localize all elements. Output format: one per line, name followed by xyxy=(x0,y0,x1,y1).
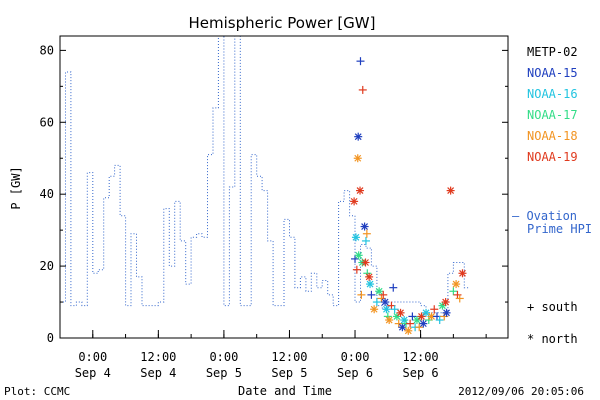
x-tick-time: 12:00 xyxy=(403,350,439,364)
point-noaa-15-north xyxy=(442,308,451,317)
point-noaa-16-north xyxy=(351,233,360,242)
point-noaa-19-north xyxy=(365,272,374,281)
point-noaa-18-north xyxy=(404,326,413,335)
point-noaa-19-north xyxy=(361,258,370,267)
point-noaa-19-south xyxy=(406,319,415,328)
point-noaa-15-north xyxy=(419,319,428,328)
footer-plot-label: Plot: CCMC xyxy=(4,385,70,398)
x-tick-time: 12:00 xyxy=(271,350,307,364)
point-noaa-19-south xyxy=(358,85,367,94)
footer-timestamp: 2012/09/06 20:05:06 xyxy=(458,385,584,398)
point-noaa-15-north xyxy=(360,222,369,231)
point-noaa-16-south xyxy=(390,305,399,314)
point-noaa-18-south xyxy=(455,294,464,303)
point-noaa-16-north xyxy=(422,308,431,317)
point-noaa-18-north xyxy=(353,154,362,163)
legend-north-label: * north xyxy=(527,332,578,346)
point-noaa-18-north xyxy=(385,316,394,325)
legend-item-noaa-17: NOAA-17 xyxy=(527,108,578,122)
point-noaa-19-north xyxy=(441,298,450,307)
x-tick-time: 0:00 xyxy=(209,350,238,364)
point-noaa-18-south xyxy=(357,290,366,299)
x-tick-date: Sep 5 xyxy=(271,366,307,380)
y-tick-label: 80 xyxy=(40,43,54,57)
point-noaa-16-south xyxy=(361,236,370,245)
point-noaa-17-north xyxy=(375,287,384,296)
x-tick-date: Sep 6 xyxy=(337,366,373,380)
legend-item-noaa-19: NOAA-19 xyxy=(527,150,578,164)
point-noaa-15-south xyxy=(367,290,376,299)
y-tick-label: 0 xyxy=(47,331,54,345)
point-noaa-19-south xyxy=(430,305,439,314)
legend-item-noaa-16: NOAA-16 xyxy=(527,87,578,101)
point-noaa-17-south xyxy=(363,269,372,278)
x-tick-time: 0:00 xyxy=(78,350,107,364)
x-axis-label: Date and Time xyxy=(238,384,332,398)
point-noaa-15-south xyxy=(389,283,398,292)
point-noaa-19-north xyxy=(356,186,365,195)
legend-satellites: METP-02 NOAA-15 NOAA-16 NOAA-17 NOAA-18 NOAA-… xyxy=(527,45,578,164)
x-tick-date: Sep 4 xyxy=(140,366,176,380)
point-noaa-19-north xyxy=(350,197,359,206)
point-noaa-16-north xyxy=(382,305,391,314)
legend-item-noaa-15: NOAA-15 xyxy=(527,66,578,80)
y-tick-label: 20 xyxy=(40,259,54,273)
y-tick-label: 60 xyxy=(40,115,54,129)
legend: METP-02 NOAA-15 NOAA-16 NOAA-17 NOAA-18 NOAA-… xyxy=(512,45,592,346)
legend-ovation-label-line2: Prime HPI xyxy=(527,222,592,236)
point-noaa-15-north xyxy=(381,298,390,307)
point-noaa-19-south xyxy=(379,290,388,299)
point-noaa-19-north xyxy=(417,312,426,321)
y-axis-ticks: 0 20 40 60 80 xyxy=(40,43,508,345)
plot-area xyxy=(59,35,509,339)
plot-frame xyxy=(59,35,509,339)
point-noaa-19-north xyxy=(396,308,405,317)
point-noaa-15-north xyxy=(398,323,407,332)
x-tick-date: Sep 5 xyxy=(206,366,242,380)
x-tick-date: Sep 4 xyxy=(75,366,111,380)
ovation-series xyxy=(60,35,470,314)
point-noaa-18-south xyxy=(377,294,386,303)
point-noaa-16-south xyxy=(435,316,444,325)
point-noaa-17-north xyxy=(392,312,401,321)
point-noaa-19-north xyxy=(458,269,467,278)
point-noaa-17-north xyxy=(412,316,421,325)
point-noaa-15-south xyxy=(356,57,365,66)
legend-item-metp-02: METP-02 xyxy=(527,45,578,59)
point-noaa-16-south xyxy=(372,298,381,307)
y-axis-label: P [GW] xyxy=(9,166,23,209)
x-tick-time: 0:00 xyxy=(341,350,370,364)
point-noaa-18-north xyxy=(370,305,379,314)
legend-south-label: + south xyxy=(527,300,578,314)
x-tick-date: Sep 6 xyxy=(403,366,439,380)
legend-ovation-label-line1: — Ovation xyxy=(512,209,577,223)
point-noaa-17-south xyxy=(449,287,458,296)
point-noaa-19-north xyxy=(446,186,455,195)
x-axis-ticks: 0:00 Sep 4 12:00 Sep 4 0:00 Sep 5 12:00 Sep 5 0:… xyxy=(59,330,487,380)
point-noaa-18-south xyxy=(415,323,424,332)
chart-title: Hemispheric Power [GW] xyxy=(189,14,376,32)
y-tick-label: 40 xyxy=(40,187,54,201)
point-noaa-19-south xyxy=(352,265,361,274)
point-noaa-16-north xyxy=(400,316,409,325)
point-noaa-15-south xyxy=(408,312,417,321)
point-noaa-17-north xyxy=(354,251,363,260)
point-noaa-18-south xyxy=(394,319,403,328)
point-noaa-15-north xyxy=(354,132,363,141)
satellite-points xyxy=(350,57,467,335)
point-noaa-15-south xyxy=(351,254,360,263)
point-noaa-18-north xyxy=(452,280,461,289)
point-noaa-16-north xyxy=(366,280,375,289)
ovation-line xyxy=(60,35,470,314)
legend-item-noaa-18: NOAA-18 xyxy=(527,129,578,143)
x-tick-time: 12:00 xyxy=(140,350,176,364)
point-noaa-18-south xyxy=(362,229,371,238)
